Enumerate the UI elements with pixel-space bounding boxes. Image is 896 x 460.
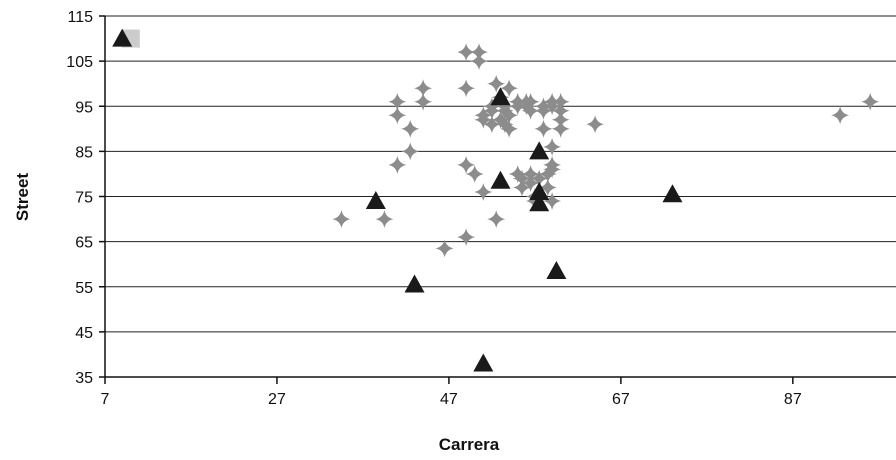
data-points (112, 28, 880, 372)
diamond-point (491, 110, 510, 129)
diamond-point (457, 155, 476, 174)
triangle-point (529, 181, 550, 200)
diamond-point (521, 173, 540, 192)
diamond-point (538, 164, 557, 183)
y-axis-ticks: 35 45 55 65 75 85 95 105 115 (66, 9, 105, 387)
y-tick-label: 105 (66, 54, 93, 71)
triangle-point (662, 184, 683, 203)
diamond-point (487, 74, 506, 93)
triangle-point (365, 191, 386, 210)
diamond-point (414, 79, 433, 98)
diamond-point (521, 92, 540, 111)
diamond-point (401, 142, 420, 161)
diamond-point (508, 164, 527, 183)
diamond-point (543, 97, 562, 116)
diamond-point (543, 192, 562, 211)
diamond-point (414, 92, 433, 111)
diamond-point (512, 169, 531, 188)
diamond-point (512, 178, 531, 197)
diamond-point (332, 210, 351, 229)
triangle-point (490, 87, 511, 106)
y-tick-label: 75 (75, 190, 93, 207)
triangle-point (529, 141, 550, 160)
x-tick-label: 47 (440, 391, 458, 408)
diamond-point (534, 101, 553, 120)
diamond-point (500, 119, 519, 138)
diamond-point (521, 101, 540, 120)
diamond-point (495, 115, 514, 134)
diamond-point (586, 115, 605, 134)
x-tick-label: 27 (268, 391, 286, 408)
triangle-point (490, 170, 511, 189)
triangle-point (473, 353, 494, 372)
x-tick-label: 7 (101, 391, 110, 408)
diamond-point (457, 43, 476, 62)
diamond-point (470, 52, 489, 71)
diamond-point (500, 106, 519, 125)
diamond-point (487, 210, 506, 229)
diamond-point (482, 101, 501, 120)
triangle-point (112, 28, 133, 47)
diamond-point (401, 119, 420, 138)
diamond-point (435, 239, 454, 258)
diamond-point (551, 110, 570, 129)
triangle-point (404, 274, 425, 293)
y-tick-label: 115 (67, 9, 93, 26)
x-tick-label: 87 (784, 391, 802, 408)
diamond-point (543, 160, 562, 179)
y-tick-label: 95 (75, 99, 93, 116)
diamond-point (521, 164, 540, 183)
diamond-point (474, 106, 493, 125)
diamond-point (465, 164, 484, 183)
x-axis-ticks: 7 27 47 67 87 (101, 377, 802, 408)
diamond-point (831, 106, 850, 125)
diamond-point (538, 178, 557, 197)
diamond-point (388, 155, 407, 174)
diamond-point (388, 92, 407, 111)
diamond-point (457, 228, 476, 247)
y-tick-label: 85 (75, 144, 93, 161)
y-axis-title: Street (13, 173, 32, 222)
y-tick-label: 55 (75, 280, 93, 297)
diamond-point (551, 101, 570, 120)
diamond-point (495, 101, 514, 120)
diamond-point (551, 92, 570, 111)
diamond-point (388, 106, 407, 125)
diamond-point (375, 210, 394, 229)
triangle-point (529, 193, 550, 212)
diamond-point (482, 115, 501, 134)
diamond-point (457, 79, 476, 98)
diamond-point (543, 137, 562, 156)
x-tick-label: 67 (612, 391, 630, 408)
x-axis-title: Carrera (439, 435, 500, 454)
diamond-point (534, 119, 553, 138)
diamond-point (551, 119, 570, 138)
diamond-point (474, 182, 493, 201)
diamond-point (470, 43, 489, 62)
diamond-point (500, 79, 519, 98)
y-tick-label: 35 (75, 370, 93, 387)
y-tick-label: 65 (75, 235, 93, 252)
diamond-point (530, 169, 549, 188)
triangle-point (546, 260, 567, 279)
y-tick-label: 45 (75, 325, 93, 342)
diamond-point (861, 92, 880, 111)
diamond-point (517, 97, 536, 116)
